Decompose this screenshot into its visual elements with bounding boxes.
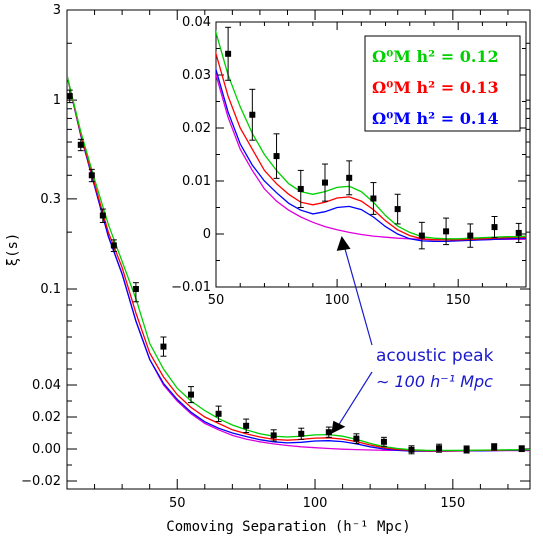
inset-data-point: [443, 228, 450, 235]
data-point: [325, 429, 332, 436]
legend-entry-0: Ω⁰M h² = 0.12: [372, 47, 499, 66]
inset-series-line-1: [216, 50, 526, 241]
data-point: [66, 93, 73, 100]
data-point: [518, 445, 525, 452]
inset-y-tick-label: 0.02: [182, 121, 211, 136]
annotation-arrow-to-main: [333, 371, 373, 433]
y-tick-label: −0.02: [21, 474, 61, 489]
inset-data-point: [346, 174, 353, 181]
inset-series-line-2: [216, 66, 526, 243]
x-axis-title: Comoving Separation (h⁻¹ Mpc): [166, 519, 410, 535]
inset-data-point: [515, 229, 522, 236]
data-point: [491, 443, 498, 450]
annotation-sublabel: ∼ 100 h⁻¹ Mpc: [376, 372, 493, 391]
inset-y-tick-label: 0.04: [182, 15, 211, 30]
inset-x-tick-label: 100: [325, 293, 350, 308]
y-tick-label: 1: [53, 93, 61, 108]
data-point: [243, 422, 250, 429]
data-point: [88, 172, 95, 179]
data-point: [77, 141, 84, 148]
data-point: [353, 435, 360, 442]
inset-y-tick-label: 0: [203, 227, 211, 242]
inset-data-point: [297, 185, 304, 192]
inset-data-point: [225, 50, 232, 57]
y-tick-label: 0.00: [32, 442, 61, 457]
inset-plot: 50 100 150 −0.01 0 0.01 0.02 0.03 0.04 Ω⁰M h² = 0…: [171, 15, 527, 308]
data-point: [298, 430, 305, 437]
y-axis-title: ξ(s): [5, 233, 21, 267]
annotation-label: acoustic peak: [376, 346, 494, 366]
inset-y-tick-label: 0.01: [182, 174, 211, 189]
data-point: [160, 343, 167, 350]
inset-data-point: [491, 224, 498, 231]
data-point: [270, 432, 277, 439]
y-tick-label: 0.3: [40, 192, 61, 207]
inset-data-point: [273, 153, 280, 160]
inset-data-point: [418, 232, 425, 239]
main-frame: [66, 9, 531, 490]
data-point: [188, 391, 195, 398]
arrowhead-inset: [336, 236, 351, 251]
data-point: [463, 446, 470, 453]
x-tick-label: 150: [440, 496, 465, 511]
inset-y-tick-label: −0.01: [171, 280, 211, 295]
data-point: [110, 242, 117, 249]
inset-x-tick-label: 50: [208, 293, 225, 308]
data-point: [436, 445, 443, 452]
arrowhead-main: [331, 420, 346, 434]
y-tick-label: 0.1: [40, 282, 61, 297]
inset-data-point: [370, 195, 377, 202]
annotation-arrow-to-inset: [341, 237, 373, 346]
inset-data-point: [249, 111, 256, 118]
data-point: [215, 410, 222, 417]
data-point: [408, 446, 415, 453]
x-tick-label: 50: [169, 496, 186, 511]
data-point: [380, 438, 387, 445]
inset-data-point: [467, 232, 474, 239]
legend-entry-1: Ω⁰M h² = 0.13: [372, 78, 499, 97]
inset-data-point: [321, 179, 328, 186]
main-plot: 50 100 150 −0.02 0.00 0.02 0.04 0.1 0.3 1 3 Comovin…: [5, 3, 531, 535]
x-tick-label: 100: [303, 496, 328, 511]
y-tick-label: 3: [53, 3, 61, 18]
annotation-layer: acoustic peak ∼ 100 h⁻¹ Mpc: [331, 236, 494, 434]
inset-y-tick-label: 0.03: [182, 68, 211, 83]
legend-entry-2: Ω⁰M h² = 0.14: [372, 109, 499, 128]
inset-data-point: [394, 206, 401, 213]
legend-box: [364, 35, 521, 132]
data-point: [132, 286, 139, 292]
y-tick-label: 0.02: [32, 410, 61, 425]
data-point: [99, 212, 106, 219]
inset-x-tick-label: 150: [446, 293, 471, 308]
y-tick-label: 0.04: [32, 378, 61, 393]
